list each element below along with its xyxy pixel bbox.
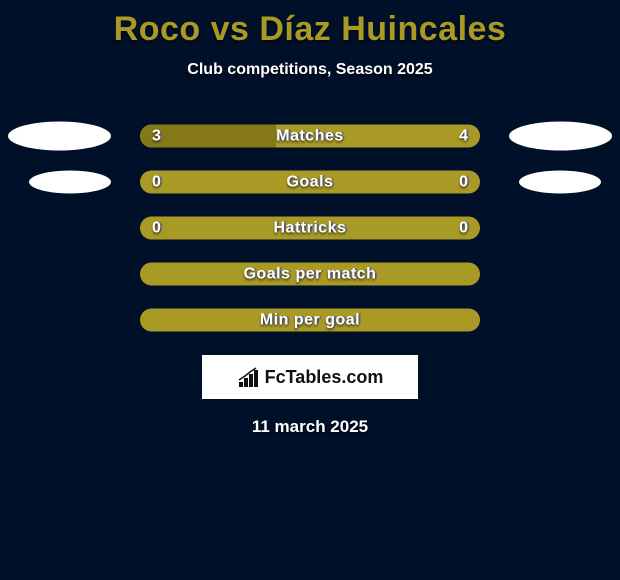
player-a-name: Roco	[114, 10, 201, 48]
player-b-badge-small	[519, 171, 601, 194]
gpm-label: Goals per match	[140, 263, 480, 286]
player-a-badge	[8, 122, 111, 151]
bar-chart-icon	[237, 367, 261, 387]
page-title: Roco vs Díaz Huincales	[0, 10, 620, 49]
bar-goals: 0 Goals 0	[140, 171, 480, 194]
bar-mpg: Min per goal	[140, 309, 480, 332]
bar-gpm: Goals per match	[140, 263, 480, 286]
subtitle: Club competitions, Season 2025	[0, 61, 620, 79]
player-b-badge	[509, 122, 612, 151]
goals-label: Goals	[140, 171, 480, 194]
player-b-name: Díaz Huincales	[259, 10, 506, 48]
stat-row-matches: 3 Matches 4	[0, 113, 620, 159]
stat-row-gpm: Goals per match	[0, 251, 620, 297]
matches-right-value: 4	[459, 125, 468, 148]
matches-label: Matches	[140, 125, 480, 148]
stat-row-hattricks: 0 Hattricks 0	[0, 205, 620, 251]
hattricks-right-value: 0	[459, 217, 468, 240]
vs-text: vs	[201, 10, 260, 48]
date-text: 11 march 2025	[0, 417, 620, 437]
brand-name: FcTables.com	[265, 367, 384, 388]
goals-right-value: 0	[459, 171, 468, 194]
brand-logo-box: FcTables.com	[202, 355, 418, 399]
bar-hattricks: 0 Hattricks 0	[140, 217, 480, 240]
bar-matches: 3 Matches 4	[140, 125, 480, 148]
stats-rows: 3 Matches 4 0 Goals 0 0 Hattricks 0 Goal…	[0, 113, 620, 343]
stat-row-mpg: Min per goal	[0, 297, 620, 343]
hattricks-label: Hattricks	[140, 217, 480, 240]
stat-row-goals: 0 Goals 0	[0, 159, 620, 205]
mpg-label: Min per goal	[140, 309, 480, 332]
player-a-badge-small	[29, 171, 111, 194]
